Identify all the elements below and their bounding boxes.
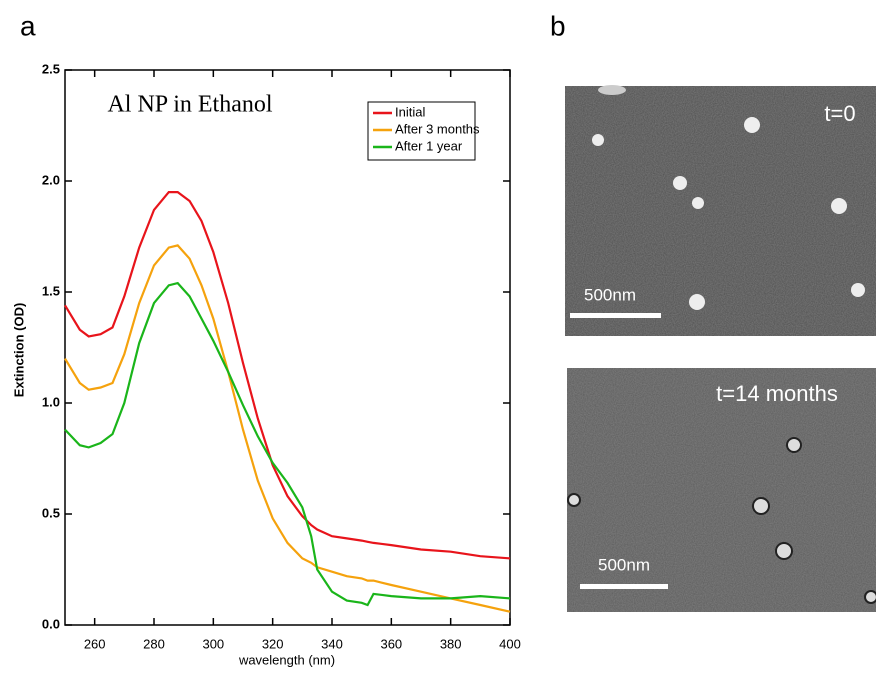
x-tick-label: 380: [440, 636, 462, 651]
image-label: t=0: [824, 101, 855, 126]
x-tick-label: 260: [84, 636, 106, 651]
plot-frame: [64, 69, 511, 626]
scale-bar-label: 500nm: [598, 555, 650, 574]
legend-label: Initial: [395, 104, 425, 119]
y-tick-label: 2.5: [42, 61, 60, 76]
x-tick-label: 360: [380, 636, 402, 651]
y-tick-label: 0.0: [42, 616, 60, 631]
x-axis-label: wavelength (nm): [238, 652, 335, 667]
x-tick-label: 340: [321, 636, 343, 651]
y-tick-label: 1.0: [42, 394, 60, 409]
panel-label: b: [550, 10, 566, 41]
x-tick-label: 320: [262, 636, 284, 651]
sem-image: t=14 months 500nm: [567, 368, 876, 612]
x-tick-label: 300: [202, 636, 224, 651]
line-series: [64, 281, 511, 607]
legend-label: After 1 year: [395, 138, 463, 153]
image-label: t=14 months: [716, 381, 838, 406]
panel-label: a: [20, 10, 36, 41]
legend-label: After 3 months: [395, 121, 480, 136]
chart-title: Al NP in Ethanol: [107, 92, 272, 118]
x-tick-label: 400: [499, 636, 521, 651]
line-series: [64, 191, 511, 560]
y-tick-label: 1.5: [42, 283, 60, 298]
y-axis-label: Extinction (OD): [11, 303, 26, 398]
y-tick-label: 0.5: [42, 505, 60, 520]
sem-image: t=0 500nm: [565, 85, 876, 336]
x-tick-label: 280: [143, 636, 165, 651]
line-series: [64, 244, 511, 613]
scale-bar-label: 500nm: [584, 285, 636, 304]
y-tick-label: 2.0: [42, 172, 60, 187]
